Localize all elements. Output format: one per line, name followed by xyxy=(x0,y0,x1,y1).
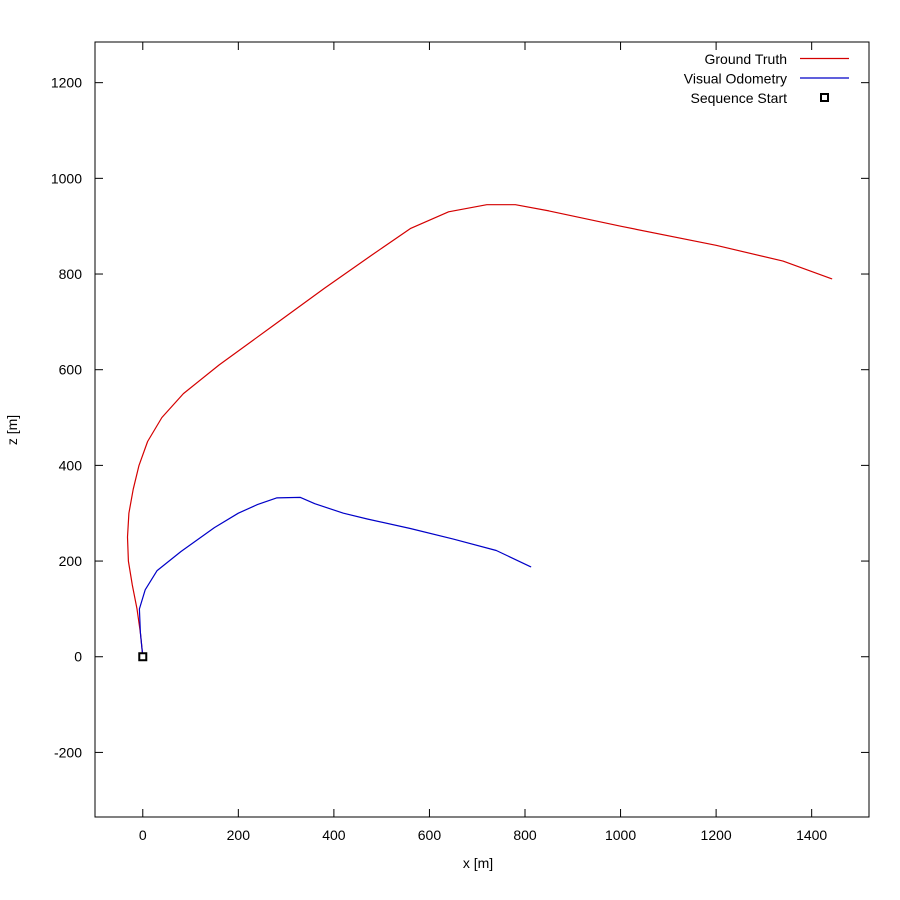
x-tick-label: 1000 xyxy=(605,827,636,843)
x-axis-title: x [m] xyxy=(463,855,493,871)
legend-swatch-sequence-start xyxy=(820,93,829,102)
legend: Ground Truth Visual Odometry Sequence Star… xyxy=(684,51,849,106)
x-tick-label: 1400 xyxy=(796,827,827,843)
sequence-start-marker xyxy=(138,652,148,662)
series-line-visual-odometry xyxy=(138,496,532,658)
y-tick-label: 200 xyxy=(59,553,83,569)
y-tick-label: 0 xyxy=(74,649,82,665)
y-tick-label: 1000 xyxy=(51,170,82,186)
x-tick-label: 1200 xyxy=(701,827,732,843)
legend-label-ground-truth: Ground Truth xyxy=(705,51,788,67)
series-line-ground-truth xyxy=(126,204,833,658)
y-tick-label: 800 xyxy=(59,266,83,282)
x-tick-label: 0 xyxy=(139,827,147,843)
x-tick-label: 400 xyxy=(322,827,346,843)
plot-series xyxy=(126,204,833,662)
x-tick-label: 200 xyxy=(227,827,251,843)
plot-frame xyxy=(94,41,870,818)
y-tick-label: 400 xyxy=(59,457,83,473)
x-tick-label: 600 xyxy=(418,827,442,843)
x-tick-label: 800 xyxy=(513,827,537,843)
tick-labels: 0 200 400 600 800 1000 1200 1400 -200 0 200 400 600 8… xyxy=(51,75,828,843)
tick-marks xyxy=(95,42,869,817)
y-axis-title: z [m] xyxy=(4,415,20,445)
legend-label-visual-odometry: Visual Odometry xyxy=(684,71,787,87)
y-tick-label: 600 xyxy=(59,362,83,378)
legend-label-sequence-start: Sequence Start xyxy=(690,90,787,106)
y-tick-label: -200 xyxy=(54,744,82,760)
y-tick-label: 1200 xyxy=(51,75,82,91)
